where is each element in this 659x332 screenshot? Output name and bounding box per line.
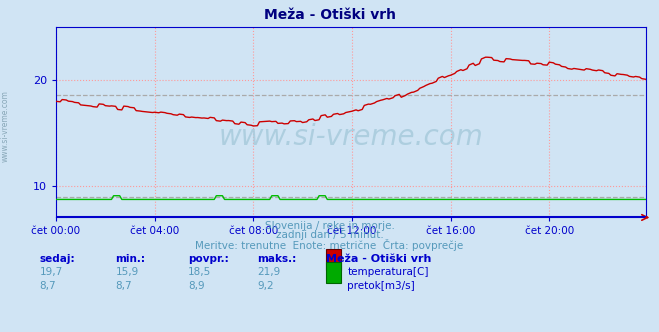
Text: 8,7: 8,7 [40,281,56,290]
Text: Meža - Otiški vrh: Meža - Otiški vrh [264,8,395,22]
Text: 18,5: 18,5 [188,267,211,277]
Text: maks.:: maks.: [257,254,297,264]
Text: min.:: min.: [115,254,146,264]
Text: Slovenija / reke in morje.: Slovenija / reke in morje. [264,221,395,231]
Text: 8,9: 8,9 [188,281,204,290]
Text: povpr.:: povpr.: [188,254,229,264]
Text: 19,7: 19,7 [40,267,63,277]
Text: www.si-vreme.com: www.si-vreme.com [1,90,10,162]
Text: Meritve: trenutne  Enote: metrične  Črta: povprečje: Meritve: trenutne Enote: metrične Črta: … [195,239,464,251]
Text: sedaj:: sedaj: [40,254,75,264]
Text: zadnji dan / 5 minut.: zadnji dan / 5 minut. [275,230,384,240]
Text: 15,9: 15,9 [115,267,138,277]
Text: temperatura[C]: temperatura[C] [347,267,429,277]
Text: www.si-vreme.com: www.si-vreme.com [219,123,483,151]
Text: 21,9: 21,9 [257,267,280,277]
Text: 9,2: 9,2 [257,281,273,290]
Text: 8,7: 8,7 [115,281,132,290]
Text: Meža - Otiški vrh: Meža - Otiški vrh [326,254,432,264]
Text: pretok[m3/s]: pretok[m3/s] [347,281,415,290]
